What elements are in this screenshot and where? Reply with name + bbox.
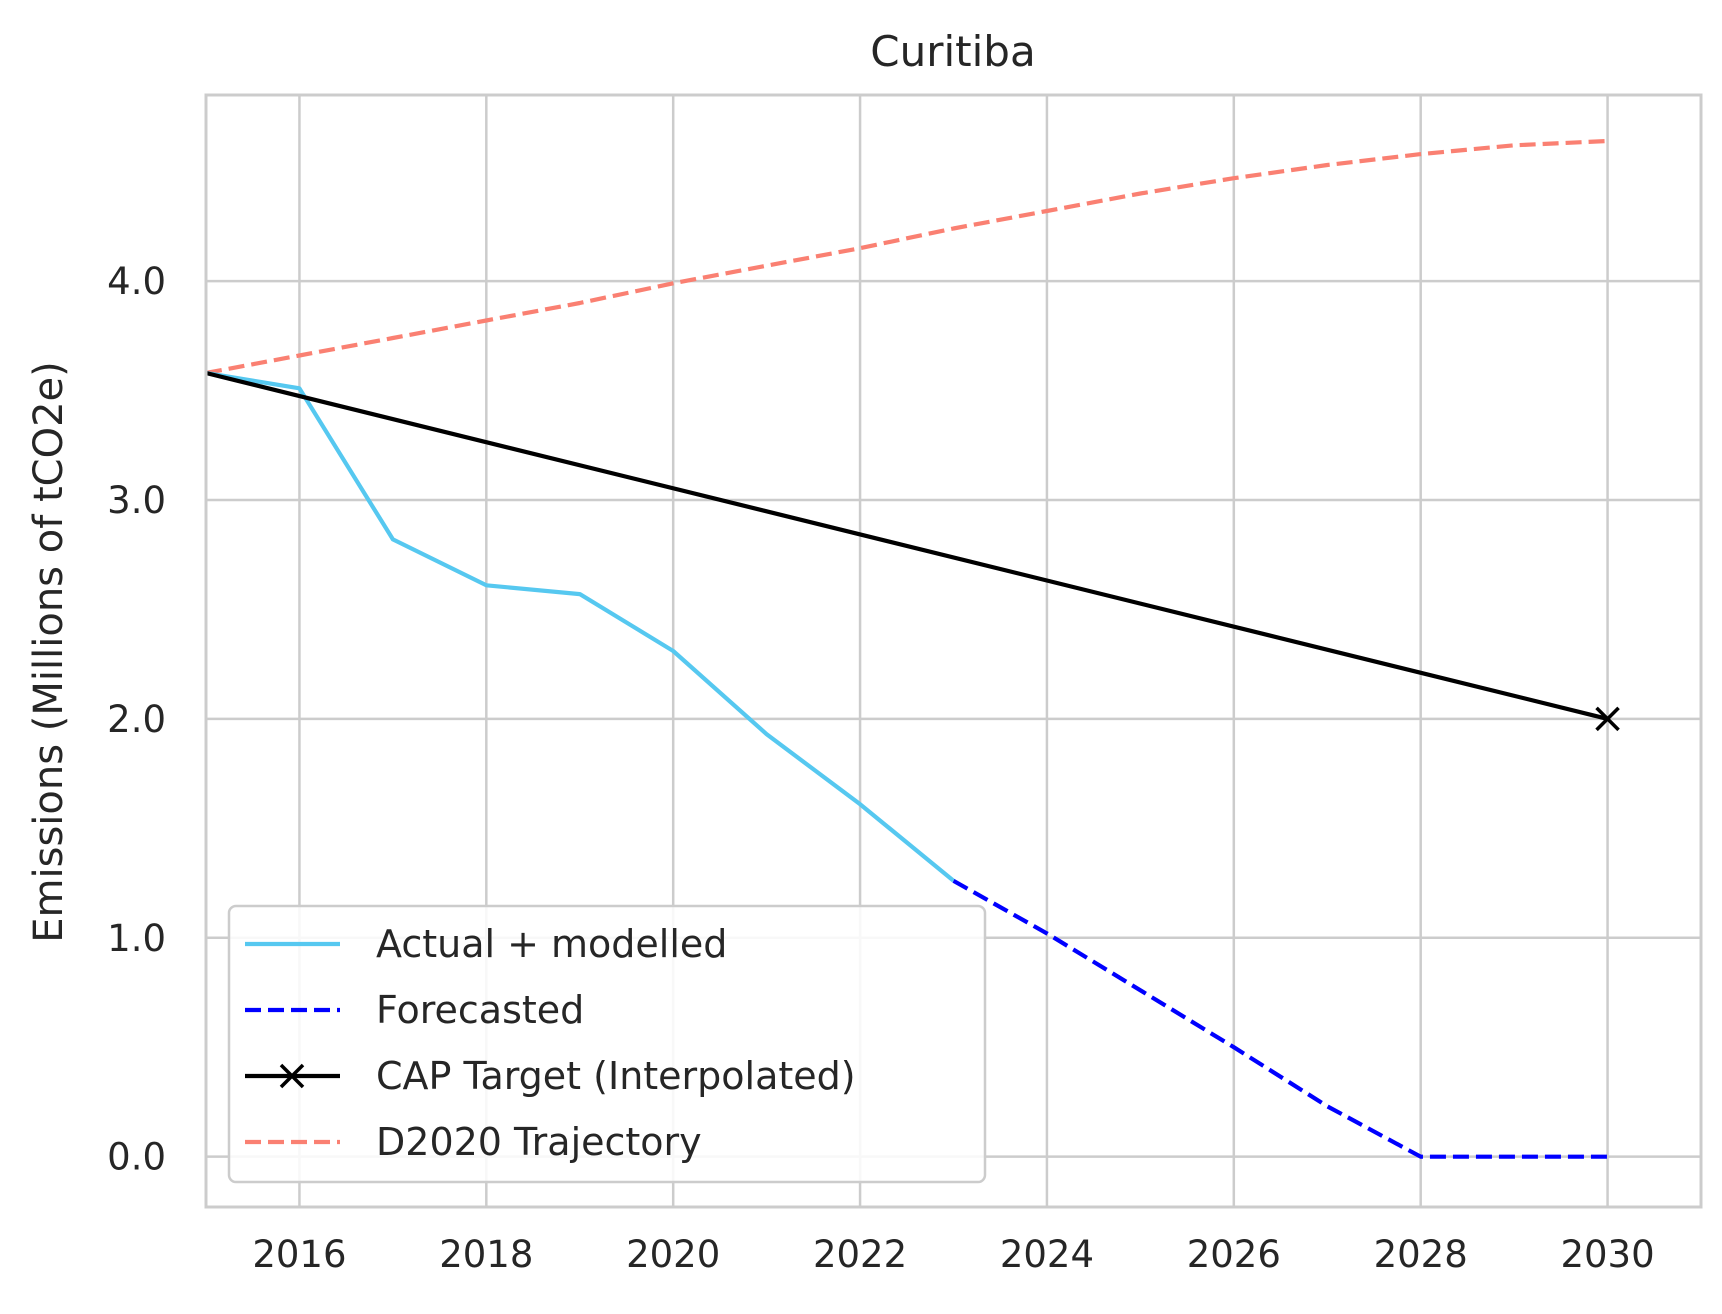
y-tick-label: 3.0 [107,479,166,522]
series-line-cap-target-interpolated [205,370,1609,721]
series-line-d2020-trajectory [205,138,1608,376]
legend-item-d2020-trajectory: D2020 Trajectory [245,1120,702,1164]
legend-label: D2020 Trajectory [376,1120,702,1164]
legend-marker [279,1063,305,1089]
x-tick-label: 2018 [439,1233,533,1276]
x-tick-label: 2024 [1000,1233,1094,1276]
series-layer [205,138,1620,1159]
x-axis-ticks: 2016 2018 2020 2022 2024 2026 2028 2030 [252,1233,1654,1276]
y-tick-label: 2.0 [107,698,166,741]
series-line-forecasted [952,878,1608,1159]
legend-label: CAP Target (Interpolated) [376,1054,856,1098]
legend-label: Actual + modelled [376,922,727,966]
legend-box [227,904,987,1184]
legend: Actual + modelled Forecasted CAP Target (I… [227,904,987,1184]
x-tick-label: 2020 [626,1233,720,1276]
y-tick-label: 4.0 [107,260,166,303]
legend-label: Forecasted [376,988,584,1032]
x-tick-label: 2016 [252,1233,346,1276]
x-tick-label: 2022 [813,1233,907,1276]
y-tick-label: 0.0 [107,1136,166,1179]
legend-item-forecasted: Forecasted [245,988,584,1032]
chart-title: Curitiba [870,27,1035,76]
legend-item-cap-target-interpolated: CAP Target (Interpolated) [245,1054,856,1098]
x-tick-label: 2028 [1374,1233,1468,1276]
plot-frame [204,93,1703,1209]
y-axis-label: Emissions (Millions of tCO2e) [26,361,72,943]
y-axis-ticks: 0.0 1.0 2.0 3.0 4.0 [107,260,166,1179]
cap-target-marker [1595,706,1620,732]
series-line-actual-modelled [205,370,955,883]
x-tick-label: 2030 [1560,1233,1654,1276]
legend-item-actual-modelled: Actual + modelled [245,922,727,966]
x-tick-label: 2026 [1187,1233,1281,1276]
y-tick-label: 1.0 [107,917,166,960]
